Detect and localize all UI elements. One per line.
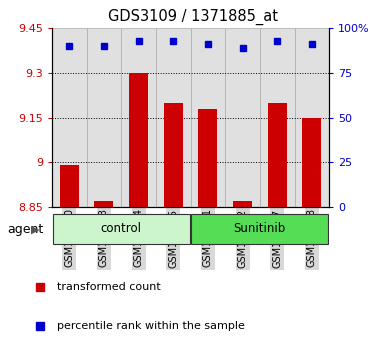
- Bar: [60, 165, 79, 207]
- Bar: [225, 28, 260, 207]
- Bar: [52, 28, 87, 207]
- Text: GDS3109 / 1371885_at: GDS3109 / 1371885_at: [107, 9, 278, 25]
- Bar: [94, 201, 114, 207]
- Text: control: control: [101, 222, 142, 235]
- Bar: [260, 28, 295, 207]
- Bar: [87, 28, 121, 207]
- Bar: [121, 28, 156, 207]
- Bar: [191, 214, 328, 244]
- Text: agent: agent: [8, 223, 44, 236]
- Bar: [129, 73, 148, 207]
- Bar: [268, 103, 287, 207]
- Bar: [53, 214, 190, 244]
- Text: Sunitinib: Sunitinib: [234, 222, 286, 235]
- Text: percentile rank within the sample: percentile rank within the sample: [57, 321, 245, 331]
- Text: transformed count: transformed count: [57, 281, 161, 292]
- Bar: [295, 28, 329, 207]
- Text: ▶: ▶: [31, 224, 40, 234]
- Bar: [156, 28, 191, 207]
- Bar: [302, 118, 321, 207]
- Bar: [198, 109, 218, 207]
- Bar: [164, 103, 183, 207]
- Bar: [233, 201, 252, 207]
- Bar: [191, 28, 225, 207]
